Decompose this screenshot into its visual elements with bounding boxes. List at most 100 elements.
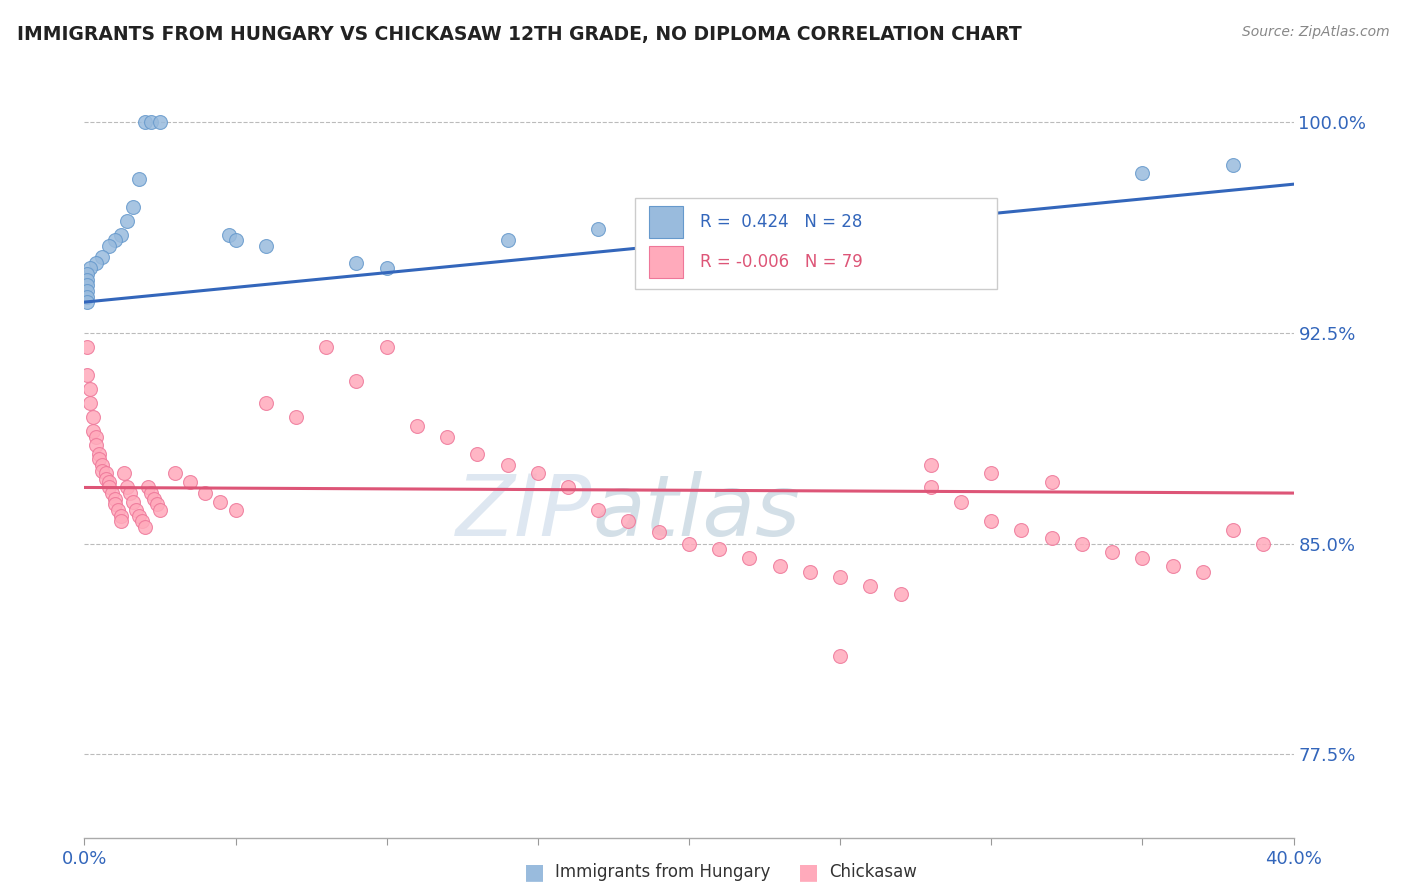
Point: [225, 233, 247, 247]
Point: [678, 536, 700, 550]
Point: [165, 467, 187, 481]
Point: [94, 472, 117, 486]
Point: [254, 239, 277, 253]
Point: [91, 458, 114, 472]
Text: Immigrants from Hungary: Immigrants from Hungary: [555, 863, 770, 881]
Point: [254, 396, 277, 410]
Point: [1130, 166, 1153, 180]
FancyBboxPatch shape: [634, 198, 997, 289]
Point: [76, 289, 98, 303]
Point: [121, 200, 143, 214]
Point: [82, 410, 104, 425]
Point: [86, 438, 108, 452]
Point: [82, 425, 104, 439]
Point: [617, 514, 640, 528]
Point: [557, 480, 579, 494]
Point: [76, 278, 98, 293]
Point: [527, 467, 550, 481]
Point: [104, 233, 127, 247]
Point: [980, 467, 1002, 481]
Point: [709, 542, 731, 557]
Point: [125, 503, 148, 517]
Point: [131, 514, 153, 528]
Point: [121, 494, 143, 508]
Text: ■: ■: [524, 863, 544, 882]
Point: [86, 430, 108, 444]
Point: [128, 171, 150, 186]
Point: [112, 467, 135, 481]
Point: [799, 565, 821, 579]
Text: ZIP: ZIP: [456, 471, 592, 554]
Point: [1130, 550, 1153, 565]
Point: [830, 648, 852, 663]
Point: [406, 418, 429, 433]
Point: [1343, 767, 1365, 781]
Point: [1040, 531, 1063, 545]
Text: ■: ■: [799, 863, 818, 882]
Point: [285, 410, 308, 425]
Point: [218, 227, 240, 242]
Point: [76, 284, 98, 298]
Point: [91, 464, 114, 478]
Point: [134, 115, 156, 129]
Point: [1222, 157, 1244, 171]
Point: [149, 503, 172, 517]
Point: [315, 340, 337, 354]
Point: [1161, 559, 1184, 574]
Point: [1071, 536, 1094, 550]
Point: [128, 508, 150, 523]
Point: [980, 514, 1002, 528]
Point: [496, 458, 519, 472]
Point: [346, 256, 368, 270]
Point: [436, 430, 458, 444]
Point: [110, 508, 132, 523]
Point: [467, 447, 489, 461]
Point: [134, 520, 156, 534]
Point: [104, 491, 127, 506]
Point: [76, 368, 98, 383]
Point: [76, 273, 98, 287]
Point: [76, 267, 98, 281]
Point: [142, 491, 165, 506]
Point: [118, 486, 141, 500]
Point: [1253, 536, 1275, 550]
Point: [1040, 475, 1063, 489]
Point: [1222, 523, 1244, 537]
Point: [115, 213, 138, 227]
Point: [100, 486, 122, 500]
Point: [89, 447, 111, 461]
Point: [79, 261, 101, 276]
Point: [1011, 523, 1033, 537]
Point: [79, 382, 101, 396]
Point: [149, 115, 172, 129]
Point: [588, 222, 610, 236]
Point: [115, 480, 138, 494]
Point: [79, 396, 101, 410]
Point: [76, 295, 98, 310]
Point: [110, 227, 132, 242]
Point: [139, 486, 162, 500]
Point: [179, 475, 201, 489]
Text: R = -0.006   N = 79: R = -0.006 N = 79: [700, 253, 862, 271]
Point: [346, 374, 368, 388]
Point: [950, 494, 973, 508]
Point: [76, 340, 98, 354]
Point: [94, 467, 117, 481]
Point: [738, 550, 761, 565]
Point: [86, 256, 108, 270]
Point: [225, 503, 247, 517]
Point: [110, 514, 132, 528]
Point: [648, 525, 671, 540]
Text: atlas: atlas: [592, 471, 800, 554]
Point: [97, 239, 120, 253]
Point: [830, 570, 852, 584]
Point: [209, 494, 232, 508]
Point: [588, 503, 610, 517]
Bar: [650, 206, 683, 238]
Point: [890, 587, 912, 601]
Point: [920, 458, 942, 472]
Point: [194, 486, 217, 500]
Point: [375, 261, 398, 276]
Text: IMMIGRANTS FROM HUNGARY VS CHICKASAW 12TH GRADE, NO DIPLOMA CORRELATION CHART: IMMIGRANTS FROM HUNGARY VS CHICKASAW 12T…: [17, 25, 1022, 44]
Point: [107, 503, 129, 517]
